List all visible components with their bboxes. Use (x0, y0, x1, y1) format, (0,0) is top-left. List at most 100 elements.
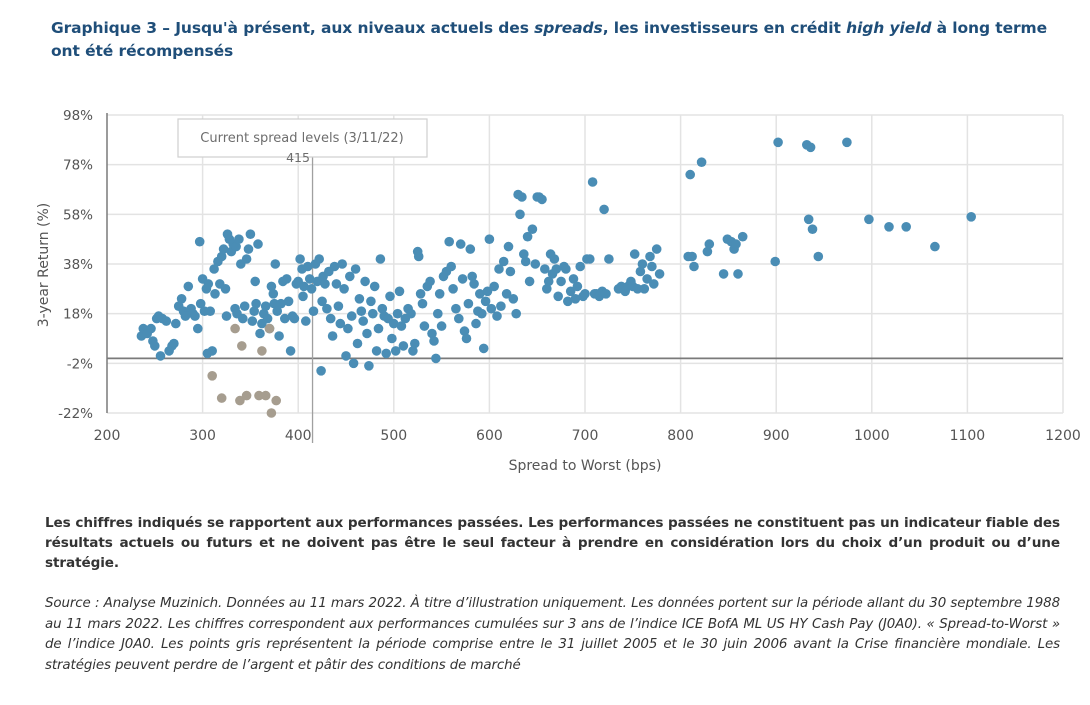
blue-data-point (394, 286, 405, 297)
blue-data-point (247, 316, 258, 326)
blue-data-point (556, 276, 566, 287)
blue-data-point (250, 276, 260, 287)
blue-data-point (551, 264, 562, 274)
blue-data-point (345, 271, 355, 282)
blue-data-point (272, 306, 283, 316)
blue-data-point (731, 239, 741, 249)
blue-data-point (335, 318, 346, 329)
y-tick-label: 58% (63, 207, 93, 223)
blue-data-point (494, 264, 504, 274)
y-tick-label: 98% (63, 108, 93, 124)
grey-data-point (257, 346, 267, 356)
blue-data-point (718, 269, 729, 279)
blue-data-point (884, 222, 894, 232)
blue-data-point (337, 259, 348, 269)
blue-data-point (704, 239, 715, 249)
blue-data-point (457, 274, 468, 284)
data-points (136, 137, 976, 418)
blue-data-point (331, 279, 342, 289)
blue-data-point (635, 266, 646, 277)
blue-data-point (276, 298, 286, 309)
blue-data-point (269, 298, 280, 309)
blue-data-point (260, 301, 271, 311)
blue-data-point (737, 231, 748, 242)
blue-data-point (642, 274, 652, 284)
blue-data-point (390, 346, 401, 356)
blue-data-point (702, 246, 713, 257)
title-text-middle: , les investisseurs en crédit (602, 19, 847, 37)
blue-data-point (696, 157, 707, 167)
blue-data-point (289, 313, 300, 324)
annotation-box (177, 118, 428, 158)
blue-data-point (465, 244, 476, 254)
blue-data-point (685, 169, 695, 180)
blue-data-point (496, 301, 506, 311)
blue-data-point (651, 244, 662, 254)
blue-data-point (368, 308, 378, 319)
blue-data-point (356, 306, 367, 316)
grey-data-point (230, 323, 240, 334)
x-tick-label: 1100 (950, 428, 986, 444)
blue-data-point (515, 209, 525, 220)
x-tick-label: 600 (476, 428, 503, 444)
blue-data-point (467, 271, 478, 282)
blue-data-point (249, 306, 259, 316)
blue-data-point (239, 301, 250, 311)
blue-data-point (358, 316, 369, 326)
blue-data-point (587, 177, 598, 187)
blue-data-point (216, 251, 227, 262)
blue-data-point (360, 276, 370, 287)
blue-data-point (542, 284, 552, 294)
blue-data-point (301, 316, 311, 326)
blue-data-point (234, 234, 244, 244)
y-axis-label: 3-year Return (%) (36, 203, 52, 328)
y-tick-label: 78% (63, 158, 93, 174)
blue-data-point (150, 341, 160, 351)
blue-data-point (733, 269, 743, 279)
blue-data-point (406, 308, 416, 319)
blue-data-point (508, 294, 519, 304)
blue-data-point (169, 338, 179, 349)
blue-data-point (842, 137, 852, 148)
x-tick-label: 200 (94, 428, 121, 444)
annotation-value: 415 (286, 150, 310, 165)
x-axis-label: Spread to Worst (bps) (509, 458, 662, 474)
blue-data-point (317, 296, 327, 307)
blue-data-point (375, 254, 386, 264)
blue-data-point (316, 366, 326, 376)
blue-data-point (654, 269, 665, 279)
blue-data-point (295, 254, 305, 264)
blue-data-point (647, 261, 657, 272)
axes (106, 113, 1063, 443)
blue-data-point (601, 289, 611, 299)
x-tick-label: 400 (285, 428, 312, 444)
blue-data-point (520, 256, 531, 267)
grey-data-point (266, 408, 277, 418)
blue-data-point (524, 276, 535, 287)
blue-data-point (243, 244, 254, 254)
blue-data-point (484, 234, 495, 244)
blue-data-point (218, 244, 229, 254)
title-italic-high-yield: high yield (846, 19, 932, 37)
blue-data-point (352, 338, 363, 349)
blue-data-point (369, 281, 380, 292)
grey-data-point (237, 341, 247, 351)
blue-data-point (463, 298, 474, 309)
blue-data-point (283, 296, 294, 307)
blue-data-point (522, 231, 533, 242)
grey-data-point (241, 390, 252, 401)
blue-data-point (387, 333, 397, 344)
blue-data-point (527, 224, 538, 234)
blue-data-point (517, 192, 527, 202)
blue-data-point (146, 323, 156, 334)
blue-data-point (565, 286, 576, 297)
y-tick-label: -22% (58, 406, 93, 422)
blue-data-point (469, 279, 479, 289)
blue-data-point (501, 289, 512, 299)
blue-data-point (371, 346, 382, 356)
blue-data-point (444, 236, 455, 247)
blue-data-point (343, 323, 353, 334)
blue-data-point (195, 298, 206, 309)
blue-data-point (505, 266, 516, 277)
blue-data-point (194, 236, 205, 247)
